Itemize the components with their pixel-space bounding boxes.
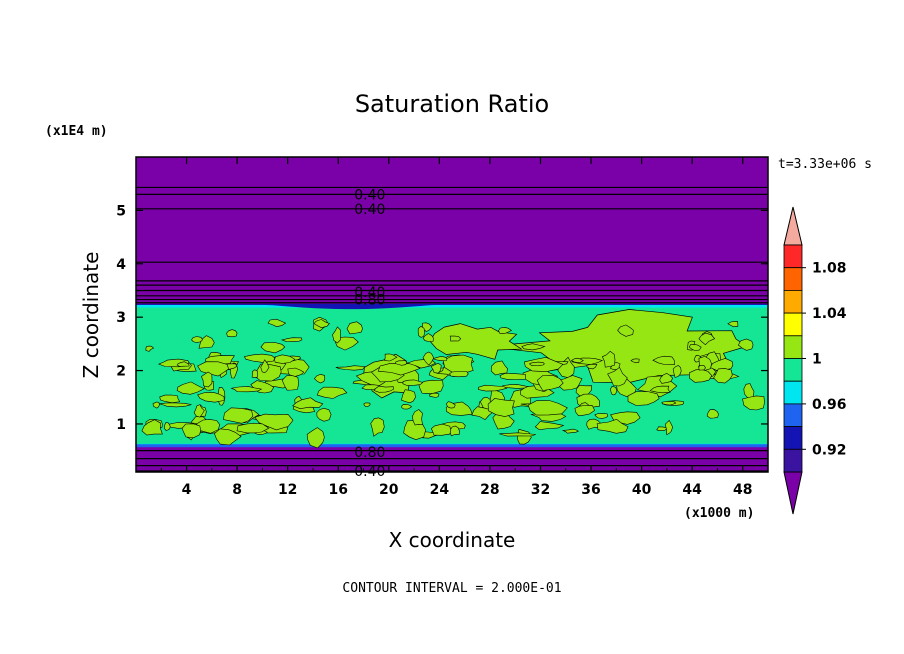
colorbar-below (783, 471, 803, 515)
chart-title: Saturation Ratio (355, 90, 549, 118)
colorbar-level (783, 380, 803, 405)
y-tick-label: 4 (116, 257, 126, 273)
contour-lines (136, 186, 768, 472)
x-tick-label: 48 (733, 482, 752, 498)
colorbar-level (783, 244, 803, 269)
x-unit-label: (x1000 m) (684, 506, 754, 521)
colorbar-level (783, 358, 803, 382)
plot-frame (135, 156, 769, 473)
contour-label: 0.80 (354, 445, 385, 461)
contour-label: 0.80 (354, 293, 385, 309)
x-axis: 4 8 12 16 20 24 28 32 36 40 44 48 (160, 157, 752, 498)
colorbar-tick-label: 0.96 (812, 397, 847, 413)
colorbar-level (783, 426, 803, 450)
cloud-layer (136, 303, 768, 449)
x-tick-label: 12 (278, 482, 297, 498)
colorbar-tick-label: 1.04 (812, 306, 847, 322)
cloud-top-band (136, 303, 768, 310)
colorbar-level (783, 335, 803, 359)
x-tick-label: 36 (581, 482, 600, 498)
contour-label: 0.40 (354, 285, 385, 301)
cloud-base-band (136, 444, 768, 448)
x-tick-label: 4 (182, 482, 192, 498)
contour-label-layer: 0.400.400.400.800.800.40 (354, 187, 385, 480)
x-tick-label: 16 (328, 482, 347, 498)
colorbar-level (783, 267, 803, 291)
y-axis-title: Z coordinate (79, 252, 103, 379)
x-tick-label: 40 (632, 482, 652, 498)
y-axis: 1 2 3 4 5 (116, 203, 768, 433)
contour-interval-note: CONTOUR INTERVAL = 2.000E-01 (342, 581, 561, 596)
y-tick-label: 1 (116, 417, 126, 433)
x-tick-label: 44 (682, 482, 702, 498)
colorbar-level (783, 448, 803, 473)
colorbar: 0.92 0.96 1 1.04 1.08 (783, 206, 847, 515)
x-axis-title: X coordinate (389, 528, 516, 552)
colorbar-level (783, 403, 803, 427)
y-unit-label: (x1E4 m) (45, 124, 108, 139)
colorbar-tick-label: 1.08 (812, 261, 847, 277)
y-tick-label: 3 (116, 310, 126, 326)
plot-area (136, 157, 768, 472)
colorbar-tick-label: 0.92 (812, 442, 847, 458)
x-tick-label: 28 (480, 482, 499, 498)
y-tick-label: 2 (116, 364, 126, 380)
y-tick-label: 5 (116, 203, 126, 219)
x-tick-label: 32 (531, 482, 550, 498)
colorbar-level (783, 289, 803, 314)
x-tick-label: 24 (430, 482, 450, 498)
colorbar-tick-label: 1 (812, 352, 822, 368)
x-tick-label: 20 (379, 482, 399, 498)
supersaturated-patches (141, 309, 765, 449)
x-tick-label: 8 (232, 482, 242, 498)
colorbar-above (783, 206, 803, 246)
contour-label: 0.40 (354, 187, 385, 203)
colorbar-level (783, 312, 803, 337)
contour-label: 0.40 (354, 202, 385, 218)
time-label: t=3.33e+06 s (778, 157, 872, 172)
